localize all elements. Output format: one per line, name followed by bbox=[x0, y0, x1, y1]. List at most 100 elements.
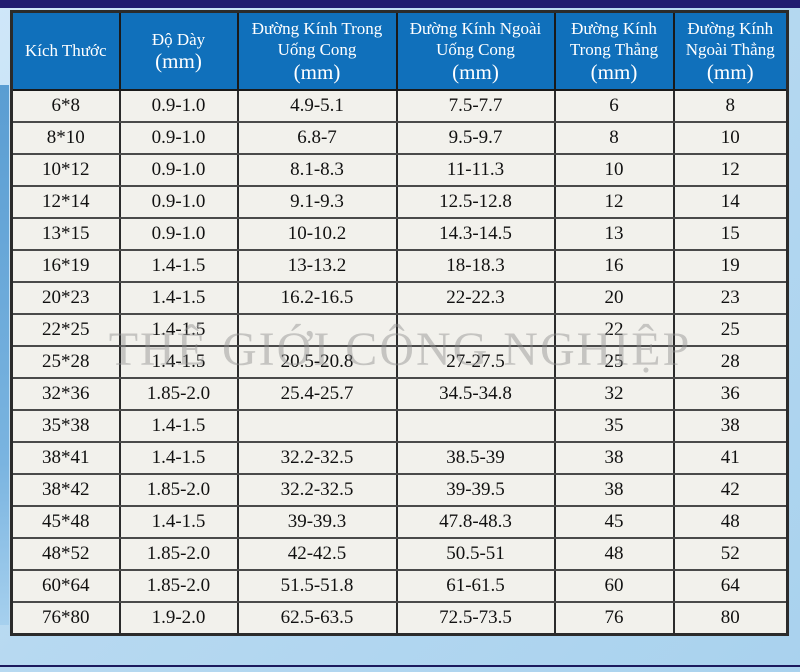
cell: 25.4-25.7 bbox=[236, 377, 398, 411]
cell: 0.9-1.0 bbox=[118, 217, 239, 251]
cell: 76 bbox=[553, 601, 675, 636]
cell bbox=[236, 313, 398, 347]
cell: 60 bbox=[553, 569, 675, 603]
cell: 1.85-2.0 bbox=[118, 377, 239, 411]
cell: 42 bbox=[672, 473, 789, 507]
table-header: Kích Thước Độ Dày (mm) Đường Kính Trong Uống… bbox=[10, 10, 789, 91]
cell: 6 bbox=[553, 89, 675, 123]
cell: 80 bbox=[672, 601, 789, 636]
column-header: Đường Kính Ngoài Thẳng (mm) bbox=[672, 10, 789, 91]
cell: 6*8 bbox=[10, 89, 121, 123]
table-row: 12*14 0.9-1.0 9.1-9.3 12.5-12.8 12 14 bbox=[10, 185, 789, 219]
table-row: 13*15 0.9-1.0 10-10.2 14.3-14.5 13 15 bbox=[10, 217, 789, 251]
table-row: 35*38 1.4-1.5 35 38 bbox=[10, 409, 789, 443]
cell: 20*23 bbox=[10, 281, 121, 315]
unit-label: (mm) bbox=[155, 49, 202, 74]
cell: 13-13.2 bbox=[236, 249, 398, 283]
table-row: 22*25 1.4-1.5 22 25 bbox=[10, 313, 789, 347]
cell: 52 bbox=[672, 537, 789, 571]
cell: 9.5-9.7 bbox=[395, 121, 556, 155]
cell: 38 bbox=[672, 409, 789, 443]
cell: 62.5-63.5 bbox=[236, 601, 398, 636]
cell: 38*41 bbox=[10, 441, 121, 475]
table-row: 6*8 0.9-1.0 4.9-5.1 7.5-7.7 6 8 bbox=[10, 89, 789, 123]
column-header: Kích Thước bbox=[10, 10, 121, 91]
cell: 1.9-2.0 bbox=[118, 601, 239, 636]
cell: 12*14 bbox=[10, 185, 121, 219]
cell: 6.8-7 bbox=[236, 121, 398, 155]
table-row: 25*28 1.4-1.5 20.5-20.8 27-27.5 25 28 bbox=[10, 345, 789, 379]
column-header: Độ Dày (mm) bbox=[118, 10, 239, 91]
cell: 12 bbox=[672, 153, 789, 187]
cell: 47.8-48.3 bbox=[395, 505, 556, 539]
cell: 15 bbox=[672, 217, 789, 251]
cell: 16.2-16.5 bbox=[236, 281, 398, 315]
cell: 39-39.3 bbox=[236, 505, 398, 539]
cell: 9.1-9.3 bbox=[236, 185, 398, 219]
cell: 1.85-2.0 bbox=[118, 569, 239, 603]
cell: 0.9-1.0 bbox=[118, 185, 239, 219]
cell: 38 bbox=[553, 441, 675, 475]
cell: 10-10.2 bbox=[236, 217, 398, 251]
cell: 22*25 bbox=[10, 313, 121, 347]
cell: 72.5-73.5 bbox=[395, 601, 556, 636]
cell: 27-27.5 bbox=[395, 345, 556, 379]
cell: 60*64 bbox=[10, 569, 121, 603]
cell: 1.4-1.5 bbox=[118, 505, 239, 539]
unit-label: (mm) bbox=[590, 59, 638, 84]
cell: 1.4-1.5 bbox=[118, 281, 239, 315]
cell: 35 bbox=[553, 409, 675, 443]
cell: 61-61.5 bbox=[395, 569, 556, 603]
table-row: 10*12 0.9-1.0 8.1-8.3 11-11.3 10 12 bbox=[10, 153, 789, 187]
cell bbox=[236, 409, 398, 443]
cell: 14 bbox=[672, 185, 789, 219]
cell: 25 bbox=[672, 313, 789, 347]
cell: 19 bbox=[672, 249, 789, 283]
cell: 13*15 bbox=[10, 217, 121, 251]
cell: 18-18.3 bbox=[395, 249, 556, 283]
cell: 28 bbox=[672, 345, 789, 379]
cell: 1.4-1.5 bbox=[118, 441, 239, 475]
cell: 34.5-34.8 bbox=[395, 377, 556, 411]
cell: 32*36 bbox=[10, 377, 121, 411]
header-row: Kích Thước Độ Dày (mm) Đường Kính Trong Uống… bbox=[10, 10, 789, 91]
table-row: 38*41 1.4-1.5 32.2-32.5 38.5-39 38 41 bbox=[10, 441, 789, 475]
cell: 42-42.5 bbox=[236, 537, 398, 571]
cell: 12 bbox=[553, 185, 675, 219]
cell: 14.3-14.5 bbox=[395, 217, 556, 251]
cell bbox=[395, 313, 556, 347]
cell: 16 bbox=[553, 249, 675, 283]
cell: 32.2-32.5 bbox=[236, 441, 398, 475]
table-row: 20*23 1.4-1.5 16.2-16.5 22-22.3 20 23 bbox=[10, 281, 789, 315]
cell: 8 bbox=[553, 121, 675, 155]
table-row: 16*19 1.4-1.5 13-13.2 18-18.3 16 19 bbox=[10, 249, 789, 283]
cell: 32 bbox=[553, 377, 675, 411]
cell: 45*48 bbox=[10, 505, 121, 539]
cell: 10 bbox=[553, 153, 675, 187]
left-accent-strip bbox=[0, 85, 9, 625]
cell: 48 bbox=[553, 537, 675, 571]
cell bbox=[395, 409, 556, 443]
cell: 39-39.5 bbox=[395, 473, 556, 507]
cell: 0.9-1.0 bbox=[118, 121, 239, 155]
table-row: 48*52 1.85-2.0 42-42.5 50.5-51 48 52 bbox=[10, 537, 789, 571]
cell: 12.5-12.8 bbox=[395, 185, 556, 219]
cell: 4.9-5.1 bbox=[236, 89, 398, 123]
table-row: 32*36 1.85-2.0 25.4-25.7 34.5-34.8 32 36 bbox=[10, 377, 789, 411]
cell: 48*52 bbox=[10, 537, 121, 571]
cell: 1.4-1.5 bbox=[118, 313, 239, 347]
cell: 20 bbox=[553, 281, 675, 315]
table-row: 76*80 1.9-2.0 62.5-63.5 72.5-73.5 76 80 bbox=[10, 601, 789, 636]
cell: 41 bbox=[672, 441, 789, 475]
cell: 38.5-39 bbox=[395, 441, 556, 475]
cell: 1.4-1.5 bbox=[118, 345, 239, 379]
cell: 25*28 bbox=[10, 345, 121, 379]
cell: 1.4-1.5 bbox=[118, 249, 239, 283]
table-row: 45*48 1.4-1.5 39-39.3 47.8-48.3 45 48 bbox=[10, 505, 789, 539]
cell: 38 bbox=[553, 473, 675, 507]
cell: 22 bbox=[553, 313, 675, 347]
cell: 20.5-20.8 bbox=[236, 345, 398, 379]
top-accent-bar bbox=[0, 0, 800, 8]
cell: 8 bbox=[672, 89, 789, 123]
